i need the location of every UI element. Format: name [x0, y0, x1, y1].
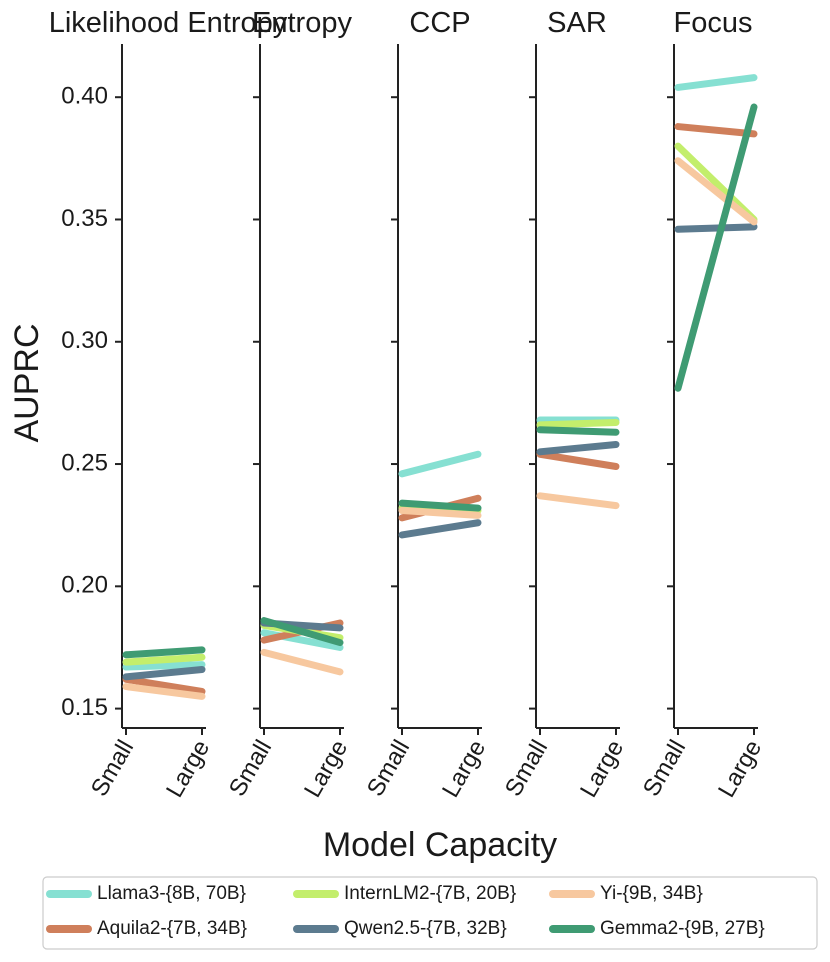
series-line [398, 450, 482, 478]
series-line [674, 74, 758, 91]
legend-label: Llama3-{8B, 70B} [97, 883, 246, 904]
series-line [674, 103, 758, 392]
series-line [674, 123, 758, 138]
y-tick-label: 0.30 [61, 327, 108, 354]
series-line [122, 653, 206, 666]
x-axis-title: Model Capacity [323, 826, 557, 864]
x-tick-label-small: Small [500, 736, 553, 801]
series-line [536, 418, 620, 429]
panel-title-entropy: Entropy [252, 7, 352, 39]
y-tick-label: 0.20 [61, 572, 108, 599]
y-tick-label: 0.15 [61, 694, 108, 721]
series-line [122, 646, 206, 659]
legend-label: Yi-{9B, 34B} [600, 883, 703, 904]
panel-2: Small Large [224, 44, 353, 802]
series-line [674, 157, 758, 226]
series-line [536, 426, 620, 436]
series-line [398, 507, 482, 519]
x-tick-label-large: Large [437, 736, 491, 803]
series-line [536, 440, 620, 456]
series-line [674, 223, 758, 233]
y-tick-label: 0.40 [61, 83, 108, 110]
series-line [122, 675, 206, 695]
legend-label: Qwen2.5-{7B, 32B} [344, 918, 507, 939]
y-tick-label: 0.35 [61, 205, 108, 232]
series-line [122, 683, 206, 700]
x-tick-label-large: Large [575, 736, 629, 803]
series-line [536, 450, 620, 470]
series-line [398, 499, 482, 512]
panel-title: Likelihood Entropy [49, 7, 288, 39]
panel-title: SAR [547, 7, 607, 39]
x-tick-label-large: Large [299, 736, 353, 803]
legend: Llama3-{8B, 70B} InternLM2-{7B, 20B} Yi-{9… [42, 876, 818, 950]
x-tick-label-large: Large [161, 736, 215, 803]
panel-title: CCP [409, 7, 470, 39]
x-tick-label-large: Large [713, 736, 767, 803]
series-line [398, 519, 482, 539]
y-tick-label: 0.25 [61, 449, 108, 476]
y-axis-title: AUPRC [8, 323, 46, 442]
x-tick-label-small: Small [638, 736, 691, 801]
panel-3: Small Large CCP [362, 7, 491, 802]
x-tick-label-small: Small [224, 736, 277, 801]
legend-label: Gemma2-{9B, 27B} [600, 918, 765, 939]
series-line [122, 665, 206, 681]
series-line [260, 648, 344, 676]
legend-label: Aquila2-{7B, 34B} [97, 918, 247, 939]
series-line [260, 617, 344, 647]
x-tick-label-small: Small [86, 736, 139, 801]
series-line [122, 661, 206, 671]
legend-label: InternLM2-{7B, 20B} [344, 883, 516, 904]
x-tick-label-small: Small [362, 736, 415, 801]
series-line [536, 492, 620, 510]
panel-5: Small Large Focus [638, 7, 767, 802]
panel-4: Small Large SAR [500, 7, 629, 802]
panel-title: Focus [674, 7, 753, 39]
legend-box [42, 876, 818, 950]
